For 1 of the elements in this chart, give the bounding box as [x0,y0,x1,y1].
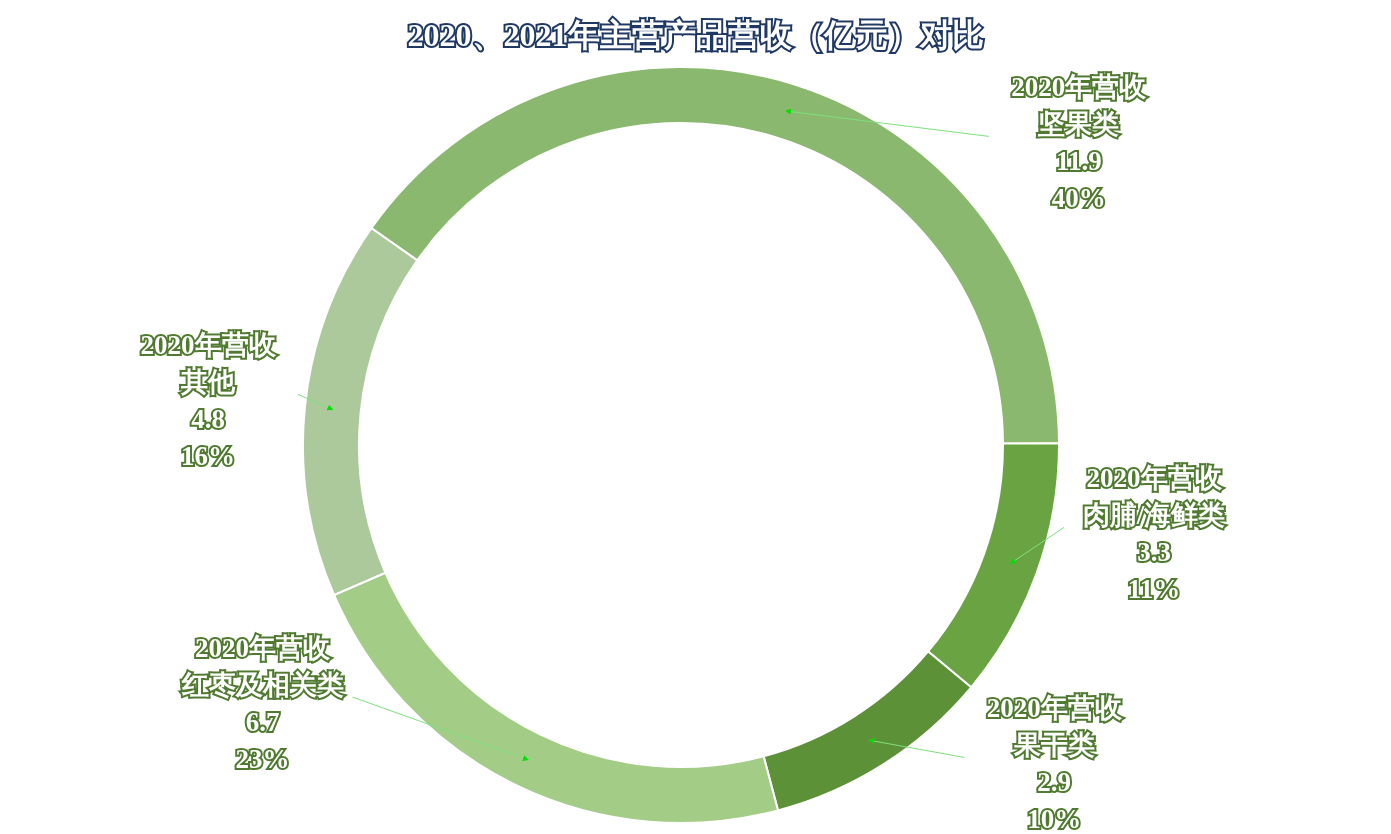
chart-title: 2020、2021年主营产品营收（亿元）对比 [407,17,984,53]
